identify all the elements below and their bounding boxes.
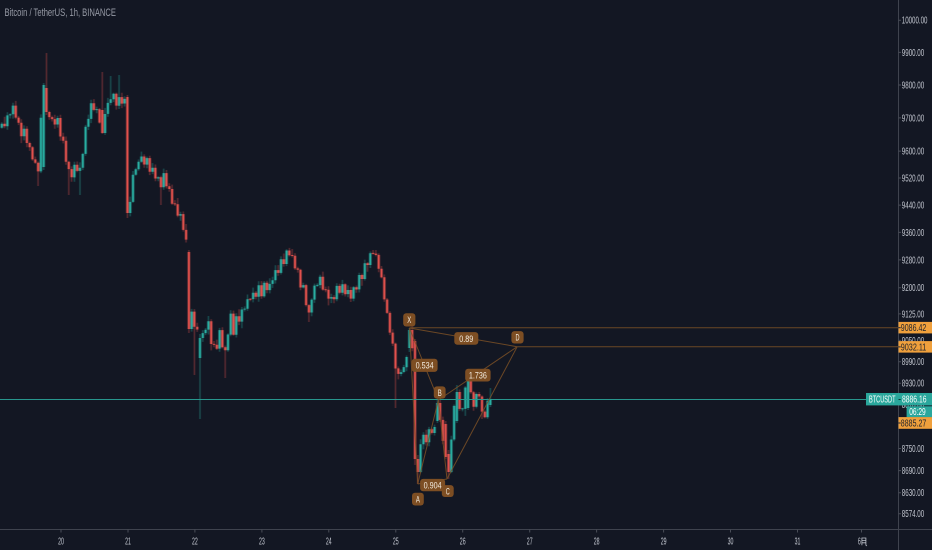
svg-text:24: 24 (326, 537, 332, 548)
svg-text:B: B (438, 388, 442, 399)
svg-text:0.534: 0.534 (416, 361, 434, 372)
svg-text:8630.00: 8630.00 (902, 488, 925, 499)
svg-text:6: 6 (858, 537, 861, 548)
svg-text:26: 26 (460, 537, 466, 548)
svg-text:D: D (516, 333, 520, 344)
svg-text:9360.00: 9360.00 (902, 228, 925, 239)
svg-text:9700.00: 9700.00 (902, 113, 925, 124)
svg-text:Bitcoin / TetherUS, 1h, BINANC: Bitcoin / TetherUS, 1h, BINANCE (5, 7, 117, 19)
svg-text:9440.00: 9440.00 (902, 201, 925, 212)
svg-text:9600.00: 9600.00 (902, 147, 925, 158)
svg-text:1.736: 1.736 (469, 371, 487, 382)
svg-text:8885.27: 8885.27 (901, 418, 927, 429)
svg-text:10000.00: 10000.00 (902, 16, 928, 27)
svg-text:27: 27 (527, 537, 533, 548)
svg-text:8690.00: 8690.00 (902, 466, 925, 477)
svg-text:8930.00: 8930.00 (902, 379, 925, 390)
svg-text:9520.00: 9520.00 (902, 173, 925, 184)
svg-text:9200.00: 9200.00 (902, 283, 925, 294)
svg-text:9900.00: 9900.00 (902, 48, 925, 59)
svg-text:29: 29 (661, 537, 667, 548)
svg-text:8750.00: 8750.00 (902, 444, 925, 455)
svg-text:31: 31 (795, 537, 801, 548)
svg-text:9125.00: 9125.00 (902, 309, 925, 320)
svg-text:8990.00: 8990.00 (902, 357, 925, 368)
svg-text:9280.00: 9280.00 (902, 255, 925, 266)
svg-text:0.89: 0.89 (459, 334, 473, 345)
svg-text:8886.16: 8886.16 (902, 395, 927, 406)
svg-text:9086.42: 9086.42 (901, 323, 927, 334)
svg-text:8870.00: 8870.00 (902, 400, 925, 411)
svg-text:25: 25 (393, 537, 399, 548)
svg-text:30: 30 (728, 537, 734, 548)
svg-text:21: 21 (125, 537, 131, 548)
svg-text:8574.00: 8574.00 (902, 509, 925, 520)
svg-text:20: 20 (58, 537, 64, 548)
svg-text:06:29: 06:29 (909, 407, 926, 418)
svg-text:C: C (446, 486, 450, 497)
svg-text:A: A (416, 495, 420, 506)
svg-text:23: 23 (259, 537, 265, 548)
svg-text:28: 28 (594, 537, 600, 548)
svg-text:X: X (407, 315, 411, 326)
svg-text:9800.00: 9800.00 (902, 80, 925, 91)
svg-text:9032.11: 9032.11 (901, 342, 927, 353)
svg-text:BTCUSDT: BTCUSDT (869, 395, 896, 406)
svg-text:22: 22 (192, 537, 198, 548)
svg-text:0.904: 0.904 (424, 480, 442, 491)
